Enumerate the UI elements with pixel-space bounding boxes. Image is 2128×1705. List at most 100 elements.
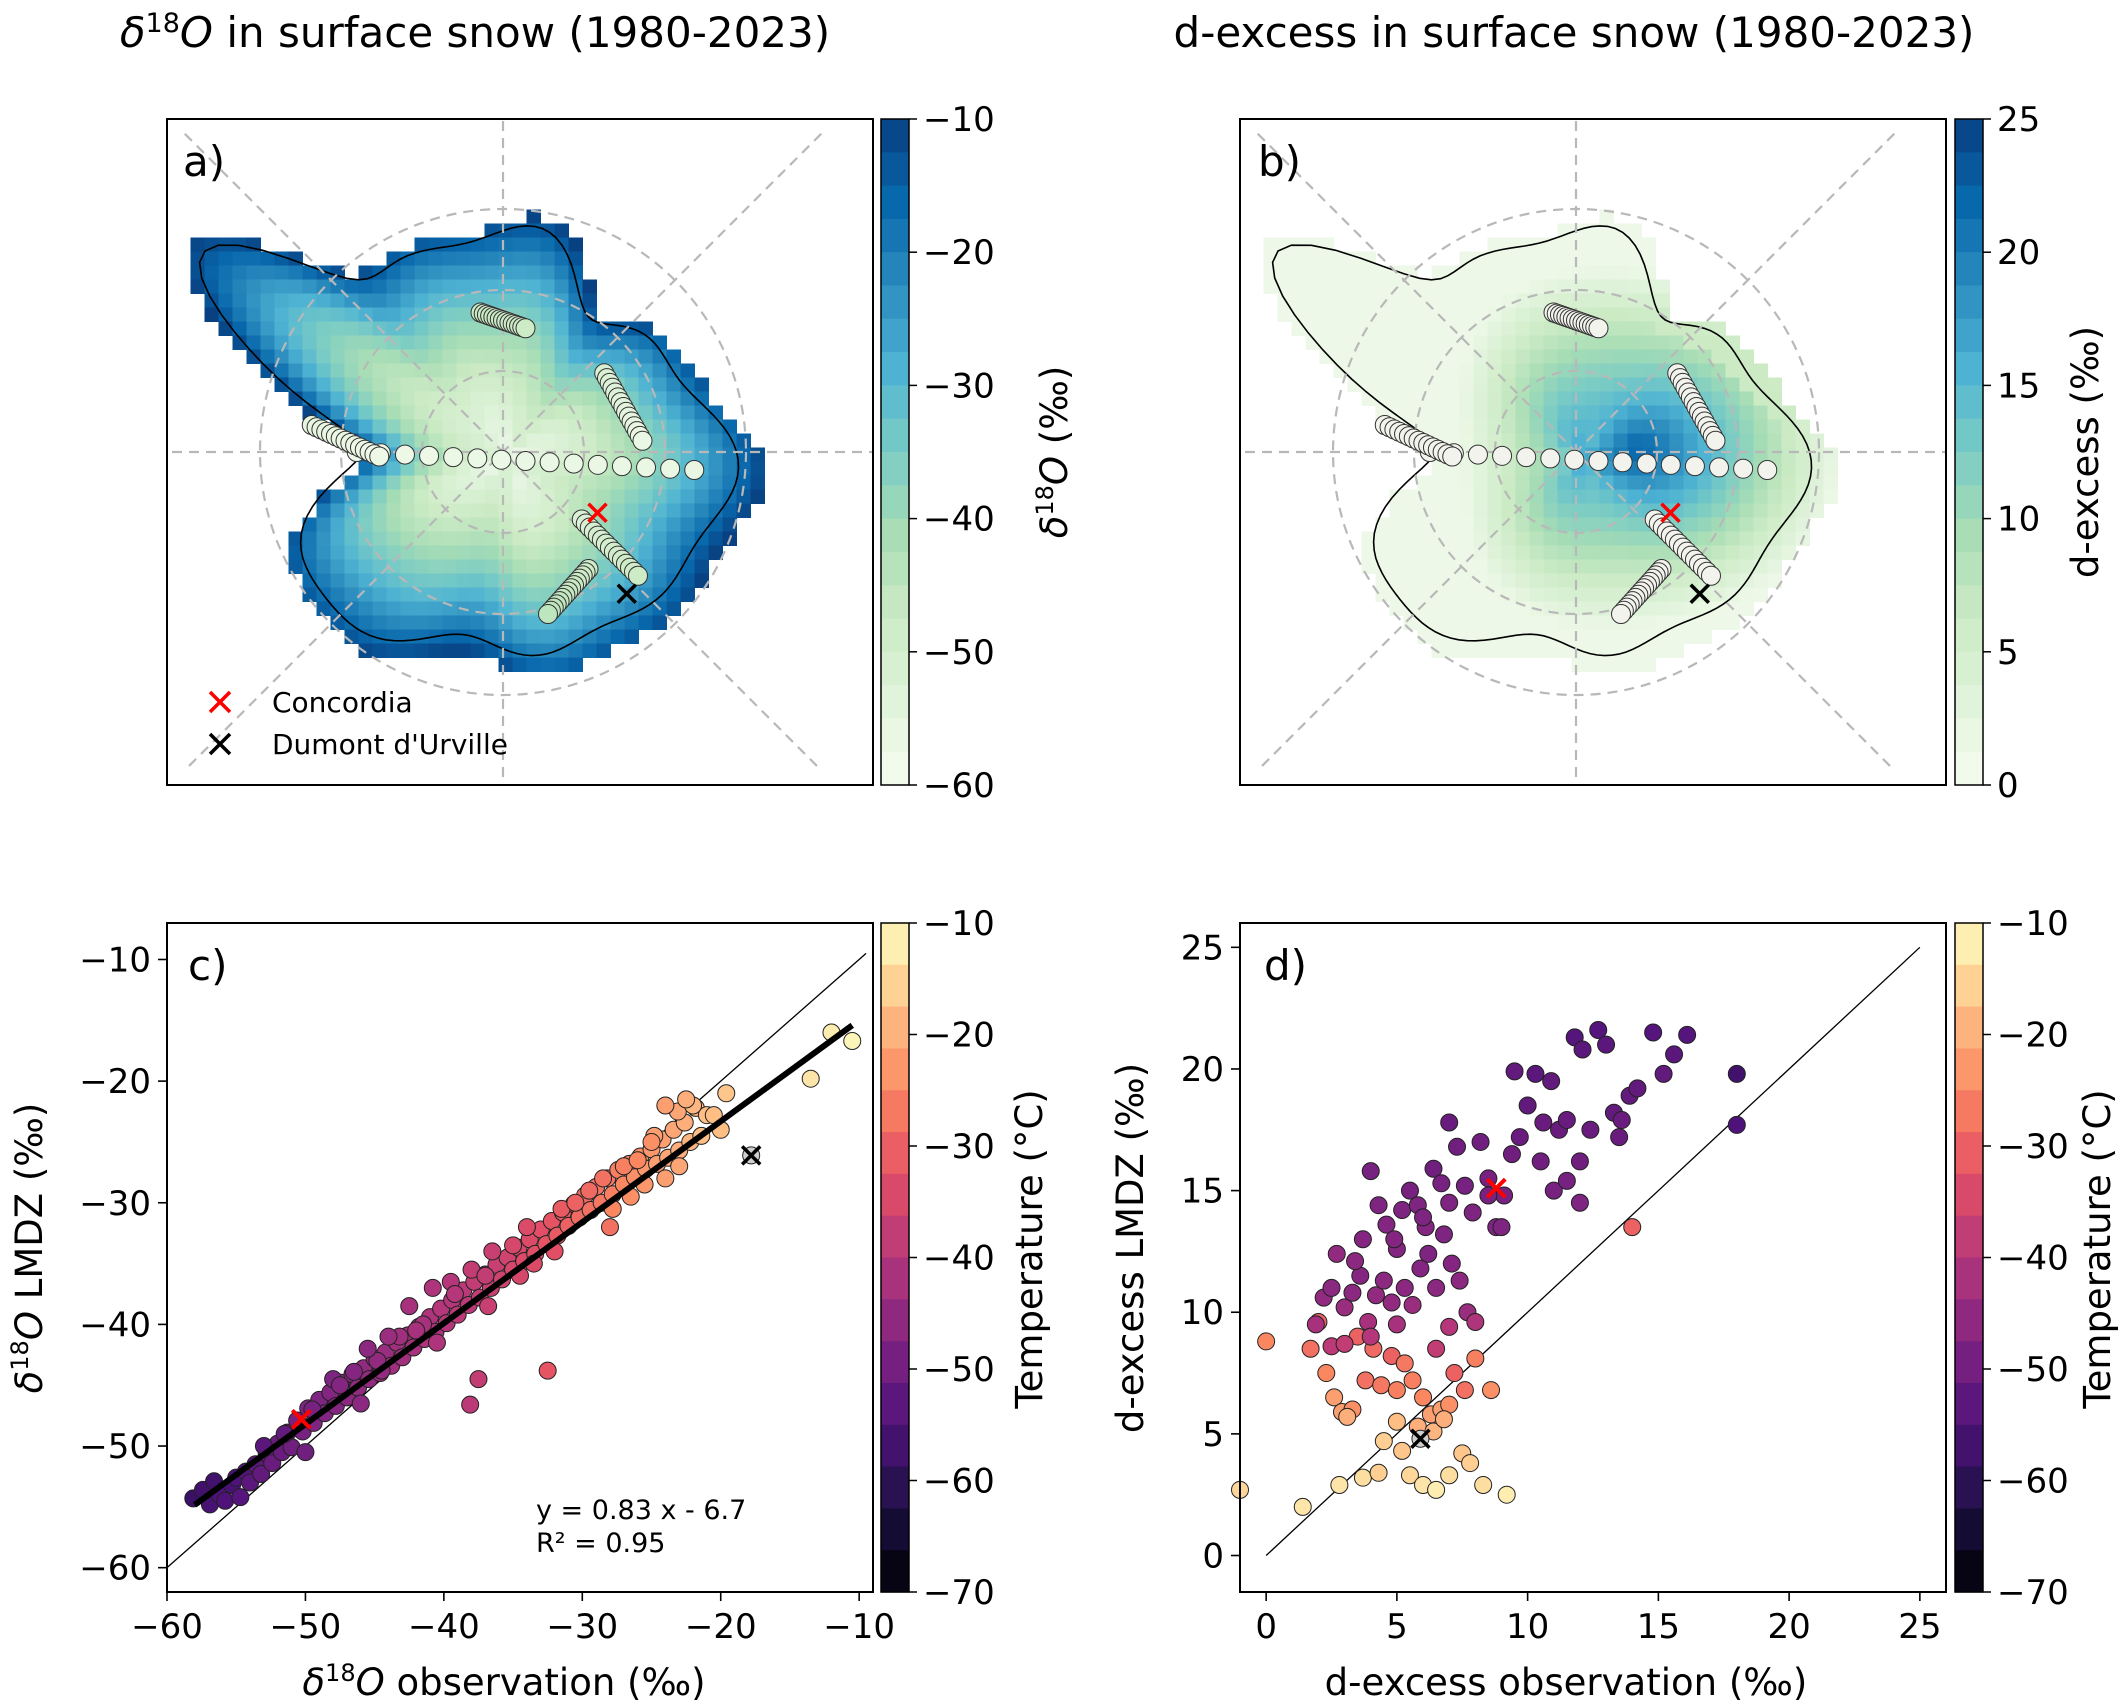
map-cell	[498, 503, 513, 518]
concordia-point-stroke	[1485, 1177, 1507, 1199]
map-cell	[386, 475, 401, 490]
map-cell	[1697, 503, 1712, 518]
map-cell	[1515, 559, 1530, 574]
map-cell	[1529, 335, 1544, 350]
data-point	[1369, 1463, 1388, 1482]
station-marker	[1442, 446, 1463, 467]
map-cell	[344, 419, 359, 434]
map-cell	[680, 377, 695, 392]
map-cell	[1739, 601, 1754, 616]
map-cell	[260, 279, 275, 294]
map-cell	[1473, 587, 1488, 602]
data-point	[1424, 1159, 1443, 1178]
map-cell	[554, 489, 569, 504]
map-cell	[316, 517, 331, 532]
map-cell	[512, 391, 527, 406]
data-point	[1257, 1332, 1276, 1351]
map-cell	[428, 433, 443, 448]
data-point	[1374, 1432, 1393, 1451]
map-cell	[708, 531, 723, 546]
map-cell	[1641, 307, 1656, 322]
map-cell	[442, 349, 457, 364]
map-cell	[414, 279, 429, 294]
map-cell	[316, 307, 331, 322]
map-cell	[1445, 363, 1460, 378]
map-cell	[526, 559, 541, 574]
chart-c-xlabel: δ18O observation (‰)	[302, 1659, 705, 1704]
colorbar-bin	[1955, 1424, 1983, 1468]
map-cell	[1641, 237, 1656, 252]
map-cell	[1389, 559, 1404, 574]
map-cell	[736, 433, 751, 448]
map-cell	[1515, 251, 1530, 266]
map-cell	[1361, 349, 1376, 364]
data-point	[1366, 1286, 1385, 1305]
map-cell	[344, 405, 359, 420]
map-cell	[316, 405, 331, 420]
map-cell	[428, 363, 443, 378]
map-cell	[568, 363, 583, 378]
map-cell	[344, 601, 359, 616]
map-cell	[1445, 293, 1460, 308]
map-cell	[470, 643, 485, 658]
map-cell	[1431, 377, 1446, 392]
data-point	[344, 1362, 363, 1381]
colorbar-d: −10−20−30−40−50−60−70	[1954, 904, 2069, 1613]
map-cell	[1669, 405, 1684, 420]
map-cell	[1501, 503, 1516, 518]
data-point	[351, 1394, 370, 1413]
map-cell	[1753, 531, 1768, 546]
map-cell	[246, 293, 261, 308]
map-cell	[316, 349, 331, 364]
map-cell	[1641, 531, 1656, 546]
map-cell	[638, 503, 653, 518]
map-cell	[582, 405, 597, 420]
map-cell	[1655, 643, 1670, 658]
map-cell	[260, 349, 275, 364]
map-cell	[1501, 335, 1516, 350]
map-cell	[288, 391, 303, 406]
y-tick-label: 5	[1202, 1415, 1224, 1455]
map-cell	[1529, 391, 1544, 406]
map-cell	[484, 279, 499, 294]
map-cell	[1543, 503, 1558, 518]
data-point	[1419, 1244, 1438, 1263]
map-cell	[274, 293, 289, 308]
colorbar-tick-label: 15	[1997, 366, 2040, 406]
map-cell	[1739, 531, 1754, 546]
map-cell	[372, 573, 387, 588]
chart-c: −60 −50 −40 −30 −20 −10−60−50−40−30−20−10	[79, 922, 895, 1647]
map-cell	[1571, 657, 1586, 672]
map-cell	[372, 629, 387, 644]
data-point	[1393, 1201, 1412, 1220]
map-cell	[1585, 251, 1600, 266]
map-cell	[456, 377, 471, 392]
data-point	[461, 1395, 480, 1414]
station-marker	[1757, 460, 1778, 480]
station-marker	[1467, 444, 1488, 465]
colorbar-bin	[881, 1048, 909, 1091]
map-cell	[1515, 307, 1530, 322]
map-cell	[1459, 321, 1474, 336]
map-cell	[1473, 433, 1488, 448]
map-cell	[1557, 363, 1572, 378]
map-cell	[1459, 587, 1474, 602]
map-cell	[1543, 587, 1558, 602]
map-cell	[1655, 489, 1670, 504]
map-cell	[582, 377, 597, 392]
colorbar-bin	[881, 1215, 909, 1259]
map-cell	[442, 503, 457, 518]
map-cell	[638, 349, 653, 364]
map-cell	[484, 391, 499, 406]
map-cell	[1543, 573, 1558, 588]
map-cell	[232, 265, 247, 280]
map-cell	[1711, 475, 1726, 490]
map-cell	[1725, 349, 1740, 364]
map-cell	[1389, 489, 1404, 504]
map-cell	[610, 601, 625, 616]
map-cell	[596, 433, 611, 448]
map-cell	[1599, 615, 1614, 630]
x-tick-label: 20	[1767, 1607, 1810, 1647]
map-cell	[1529, 251, 1544, 266]
